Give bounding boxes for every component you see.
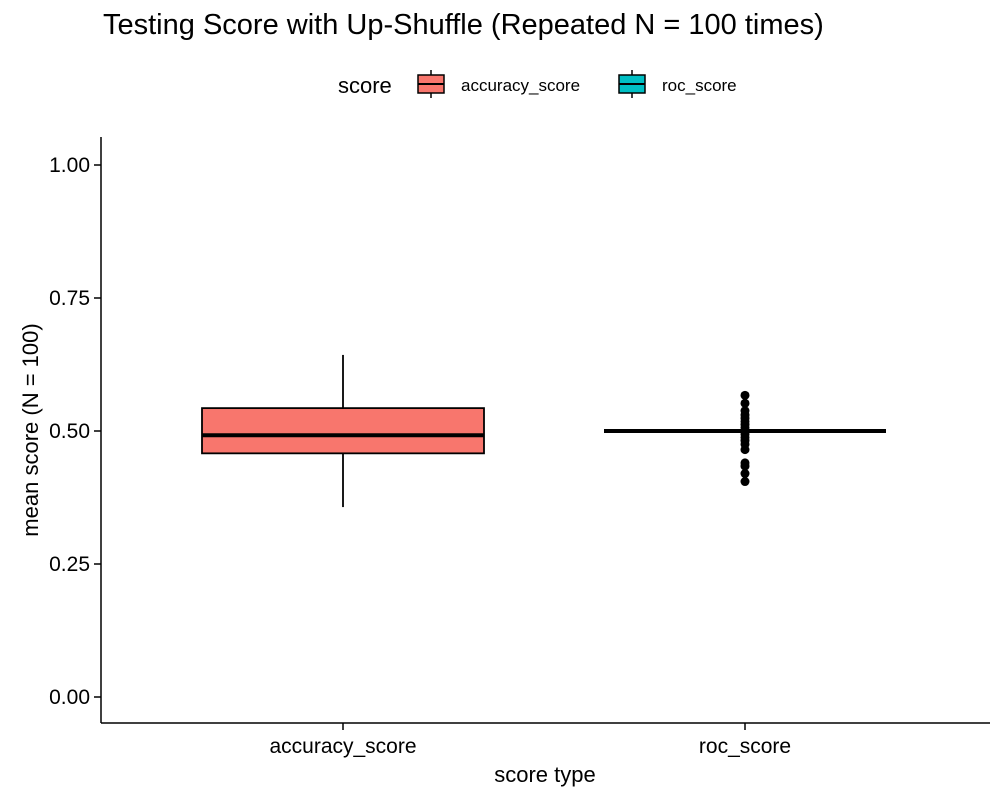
outlier-point: [740, 469, 750, 479]
y-tick-label: 1.00: [49, 154, 90, 177]
x-tick-label: roc_score: [699, 735, 791, 758]
legend: score accuracy_score roc_score: [338, 70, 737, 98]
x-axis-title: score type: [494, 762, 596, 787]
legend-key-roc_score: [618, 70, 646, 98]
box-roc_score: [604, 390, 886, 487]
y-axis: 0.00 0.25 0.50 0.75 1.00: [49, 154, 101, 709]
y-tick-label: 0.00: [49, 686, 90, 709]
y-tick-label: 0.75: [49, 287, 90, 310]
legend-title: score: [338, 73, 392, 98]
box-rect: [201, 407, 485, 455]
y-tick-label: 0.50: [49, 420, 90, 443]
outlier-point: [740, 477, 750, 487]
box-accuracy_score: [201, 354, 485, 508]
legend-key-accuracy_score: [417, 70, 445, 98]
legend-label-roc_score: roc_score: [662, 76, 737, 95]
outlier-point: [740, 429, 750, 439]
x-axis: accuracy_score roc_score: [269, 723, 791, 758]
plot-area: [201, 354, 886, 508]
outlier-point: [740, 398, 750, 408]
outlier-point: [740, 458, 750, 468]
outlier-point: [740, 406, 750, 416]
y-axis-title: mean score (N = 100): [18, 323, 43, 536]
outlier-point: [740, 390, 750, 400]
x-tick-label: accuracy_score: [269, 735, 416, 758]
y-tick-label: 0.25: [49, 553, 90, 576]
legend-label-accuracy_score: accuracy_score: [461, 76, 580, 95]
chart-title: Testing Score with Up-Shuffle (Repeated …: [103, 9, 824, 41]
